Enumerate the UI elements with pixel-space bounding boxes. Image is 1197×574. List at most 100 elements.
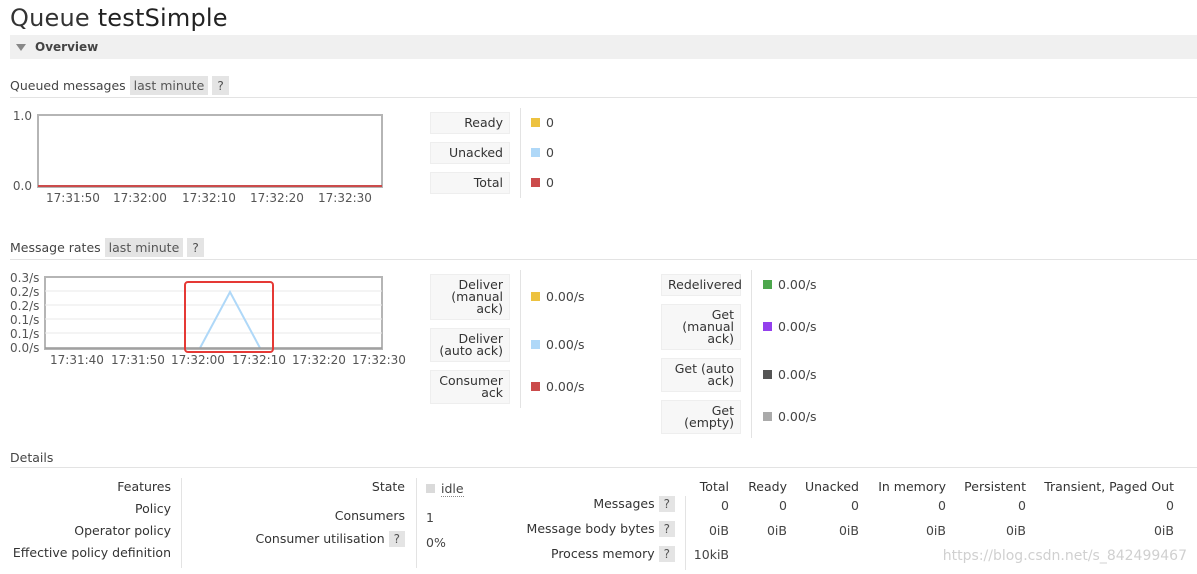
y-tick: 0.0 (12, 179, 32, 193)
divider (10, 259, 1197, 260)
process-memory-help-button[interactable]: ? (658, 546, 675, 562)
overview-label: Overview (35, 40, 99, 54)
legend-consumer-ack-label: Consumer ack (430, 370, 510, 404)
state-value: idle (441, 481, 464, 497)
legend-divider (520, 270, 521, 408)
legend-ready-swatch (531, 118, 540, 127)
x-tick: 17:31:50 (111, 353, 165, 367)
divider (10, 97, 1197, 98)
y-tick: 0.1/s (10, 327, 40, 341)
legend-get-empty-swatch (763, 412, 772, 421)
row-label-messages: Messages? (500, 496, 675, 512)
series-line-deliver-auto-ack (199, 289, 261, 349)
message-rates-label: Message rates (10, 240, 101, 255)
collapse-triangle-icon (16, 44, 26, 51)
legend-deliver-manual-swatch (531, 292, 540, 301)
rates-range-selector[interactable]: last minute (104, 238, 184, 257)
chart-frame (37, 114, 383, 188)
x-tick: 17:32:10 (182, 191, 236, 205)
legend-deliver-manual-value: 0.00/s (546, 289, 585, 304)
cell: 0iB (766, 523, 787, 538)
y-tick: 1.0 (12, 109, 32, 123)
queued-messages-label: Queued messages (10, 78, 126, 93)
legend-get-manual-value: 0.00/s (778, 319, 817, 334)
legend-get-empty-label: Get (empty) (661, 400, 741, 434)
consumers-label: Consumers (334, 508, 405, 523)
x-tick: 17:32:30 (352, 353, 406, 367)
message-rates-header: Message rates last minute? (10, 238, 204, 257)
queued-messages-header: Queued messages last minute? (10, 76, 229, 95)
legend-consumer-ack-swatch (531, 382, 540, 391)
col-total: Total (699, 479, 729, 494)
highlight-annotation-box (184, 281, 274, 353)
features-label: Features (117, 479, 171, 494)
overview-section-toggle[interactable]: Overview (10, 35, 1197, 59)
cell: 0iB (708, 523, 729, 538)
cell: 0 (779, 498, 787, 513)
cell: 0 (721, 498, 729, 513)
x-tick: 17:32:00 (171, 353, 225, 367)
legend-redelivered-label: Redelivered (661, 274, 742, 296)
queued-range-selector[interactable]: last minute (129, 76, 209, 95)
legend-get-auto-value: 0.00/s (778, 367, 817, 382)
col-in-memory: In memory (878, 479, 946, 494)
legend-get-auto-swatch (763, 370, 772, 379)
cell: 0iB (925, 523, 946, 538)
state-label: State (371, 479, 405, 494)
y-tick: 0.0/s (10, 341, 40, 355)
message-rates-chart (44, 276, 383, 350)
legend-deliver-manual-label: Deliver (manual ack) (430, 274, 510, 320)
chart-frame (44, 276, 383, 350)
col-transient-paged-out: Transient, Paged Out (1044, 479, 1174, 494)
legend-consumer-ack-value: 0.00/s (546, 379, 585, 394)
cell: 0 (1166, 498, 1174, 513)
legend-redelivered-value: 0.00/s (778, 277, 817, 292)
row-label-body-bytes: Message body bytes? (500, 521, 675, 537)
details-divider (416, 478, 417, 568)
y-tick: 0.1/s (10, 313, 40, 327)
divider (10, 467, 1197, 468)
consumers-value: 1 (426, 510, 434, 525)
legend-redelivered-swatch (763, 280, 772, 289)
x-tick: 17:32:20 (250, 191, 304, 205)
cell: 0 (938, 498, 946, 513)
legend-unacked-label: Unacked (430, 142, 510, 164)
cell: 0iB (1005, 523, 1026, 538)
cell: 0iB (1153, 523, 1174, 538)
col-persistent: Persistent (964, 479, 1026, 494)
legend-unacked-value: 0 (546, 145, 554, 160)
queued-messages-chart (37, 114, 383, 188)
x-tick: 17:32:20 (292, 353, 346, 367)
details-divider (181, 478, 182, 568)
policy-label: Policy (135, 501, 171, 516)
details-label: Details (10, 450, 54, 465)
cell: 0iB (838, 523, 859, 538)
effective-policy-label: Effective policy definition (12, 545, 171, 560)
legend-get-manual-swatch (763, 322, 772, 331)
y-tick: 0.2/s (10, 299, 40, 313)
page-title: Queue testSimple (10, 4, 228, 32)
messages-help-button[interactable]: ? (658, 496, 675, 512)
col-unacked: Unacked (804, 479, 859, 494)
legend-get-empty-value: 0.00/s (778, 409, 817, 424)
legend-ready-value: 0 (546, 115, 554, 130)
legend-total-swatch (531, 178, 540, 187)
legend-get-manual-label: Get (manual ack) (661, 304, 741, 350)
utilisation-help-button[interactable]: ? (388, 531, 405, 547)
legend-total-value: 0 (546, 175, 554, 190)
watermark: https://blog.csdn.net/s_842499467 (942, 548, 1187, 564)
operator-policy-label: Operator policy (74, 523, 171, 538)
body-bytes-help-button[interactable]: ? (658, 521, 675, 537)
legend-divider (520, 108, 521, 198)
legend-deliver-auto-value: 0.00/s (546, 337, 585, 352)
rates-help-button[interactable]: ? (187, 238, 204, 257)
queue-name: testSimple (97, 4, 228, 32)
x-tick: 17:32:10 (232, 353, 286, 367)
state-idle-indicator (426, 484, 435, 493)
details-divider (685, 496, 686, 570)
cell: 0 (851, 498, 859, 513)
y-tick: 0.2/s (10, 285, 40, 299)
legend-deliver-auto-label: Deliver (auto ack) (430, 328, 510, 362)
x-tick: 17:32:30 (318, 191, 372, 205)
queued-help-button[interactable]: ? (212, 76, 229, 95)
